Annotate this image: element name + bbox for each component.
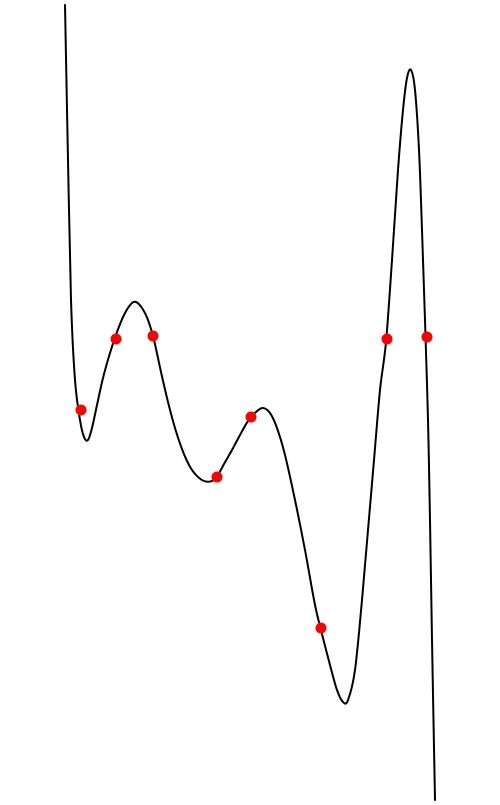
data-point bbox=[75, 404, 87, 416]
data-point bbox=[110, 333, 122, 345]
data-point bbox=[315, 622, 327, 634]
series-line bbox=[64, 4, 436, 801]
data-point bbox=[421, 331, 433, 343]
points-layer bbox=[75, 330, 433, 634]
data-point bbox=[147, 330, 159, 342]
data-point bbox=[211, 471, 223, 483]
data-point bbox=[245, 411, 257, 423]
data-point bbox=[381, 333, 393, 345]
curve-layer bbox=[64, 4, 436, 801]
